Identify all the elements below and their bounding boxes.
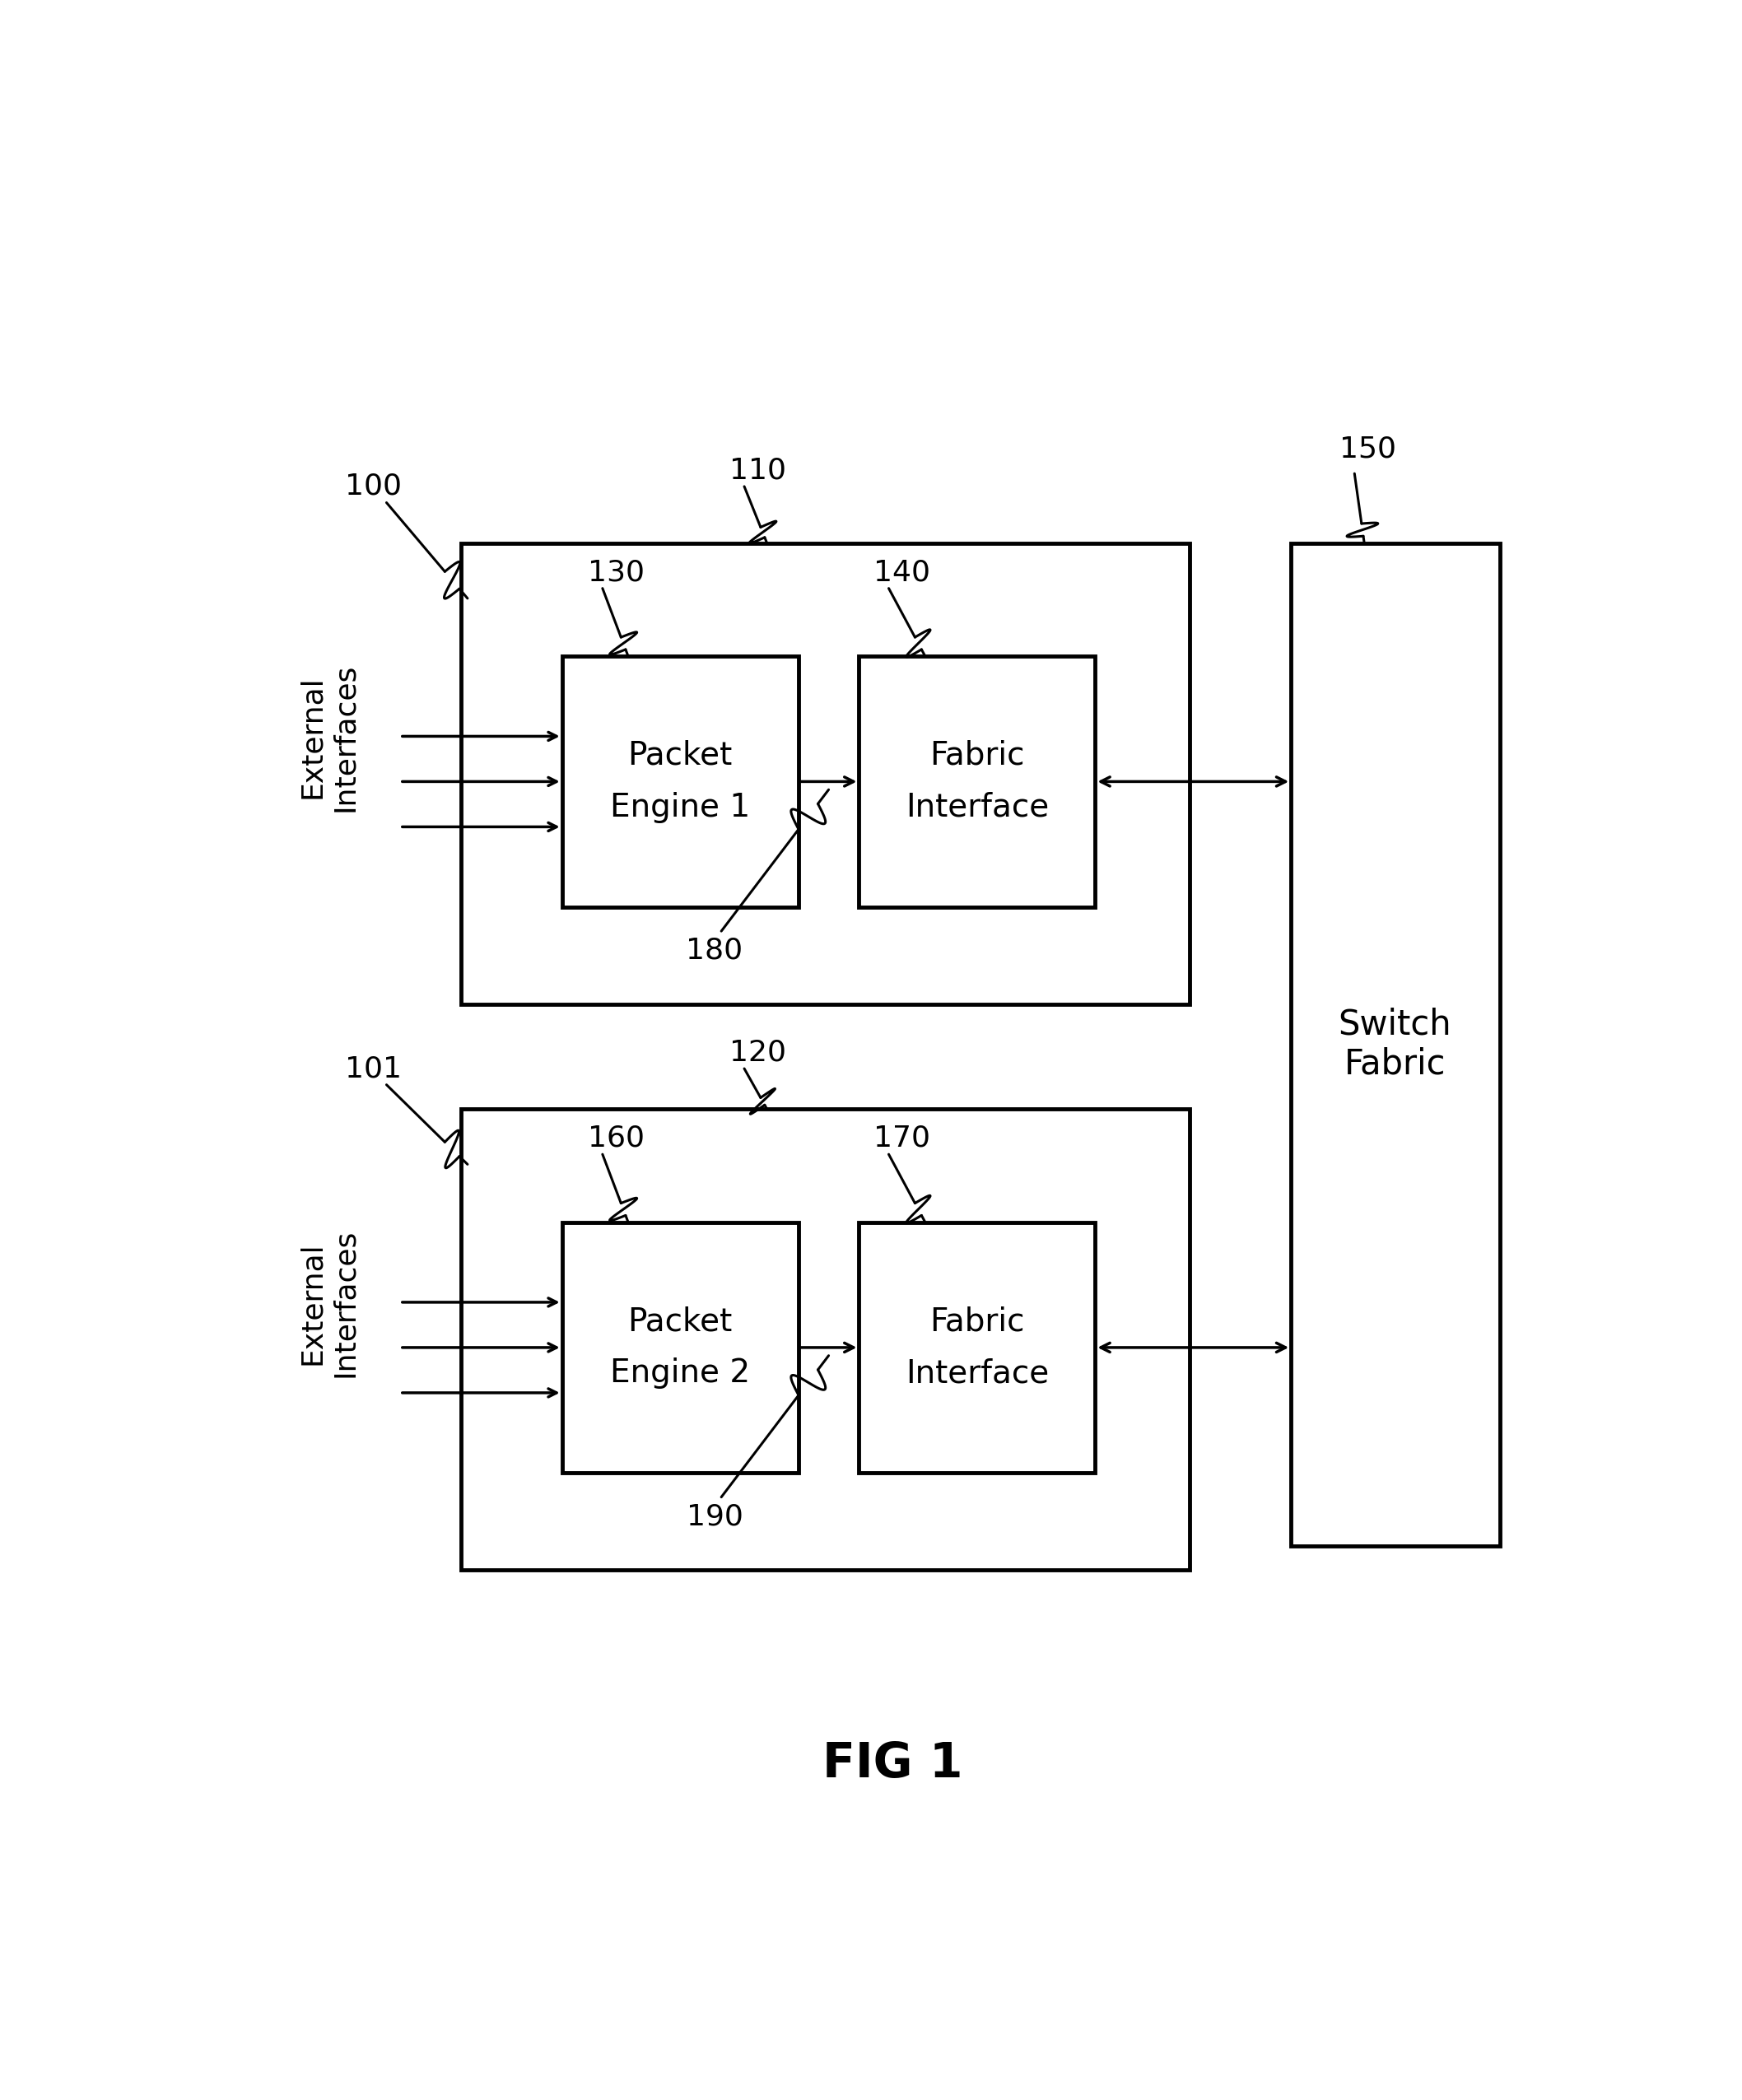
Bar — [460, 1109, 1190, 1571]
Text: Fabric: Fabric — [930, 739, 1024, 771]
Text: External
Interfaces: External Interfaces — [298, 1228, 359, 1378]
Text: Fabric: Fabric — [930, 1306, 1024, 1338]
Text: Packet: Packet — [627, 1306, 733, 1338]
Text: External
Interfaces: External Interfaces — [298, 664, 359, 811]
Bar — [563, 655, 798, 907]
Text: 140: 140 — [874, 559, 930, 586]
Text: 101: 101 — [345, 1054, 401, 1084]
Text: Packet: Packet — [627, 739, 733, 771]
Text: Switch
Fabric: Switch Fabric — [1338, 1008, 1451, 1082]
Text: 160: 160 — [587, 1124, 645, 1153]
Bar — [1291, 544, 1500, 1546]
Bar — [859, 1222, 1096, 1472]
Text: Engine 2: Engine 2 — [610, 1359, 751, 1388]
Text: 150: 150 — [1340, 435, 1397, 464]
Text: 110: 110 — [730, 456, 786, 485]
Text: 180: 180 — [686, 937, 744, 964]
Text: 170: 170 — [874, 1124, 930, 1153]
Text: 190: 190 — [686, 1502, 742, 1531]
Text: 100: 100 — [345, 472, 401, 500]
Text: 120: 120 — [730, 1037, 786, 1067]
Text: FIG 1: FIG 1 — [822, 1741, 963, 1787]
Text: Engine 1: Engine 1 — [610, 792, 751, 823]
Text: Interface: Interface — [906, 792, 1049, 823]
Bar — [460, 544, 1190, 1004]
Bar — [859, 655, 1096, 907]
Bar — [563, 1222, 798, 1472]
Text: Interface: Interface — [906, 1359, 1049, 1388]
Text: 130: 130 — [587, 559, 645, 586]
